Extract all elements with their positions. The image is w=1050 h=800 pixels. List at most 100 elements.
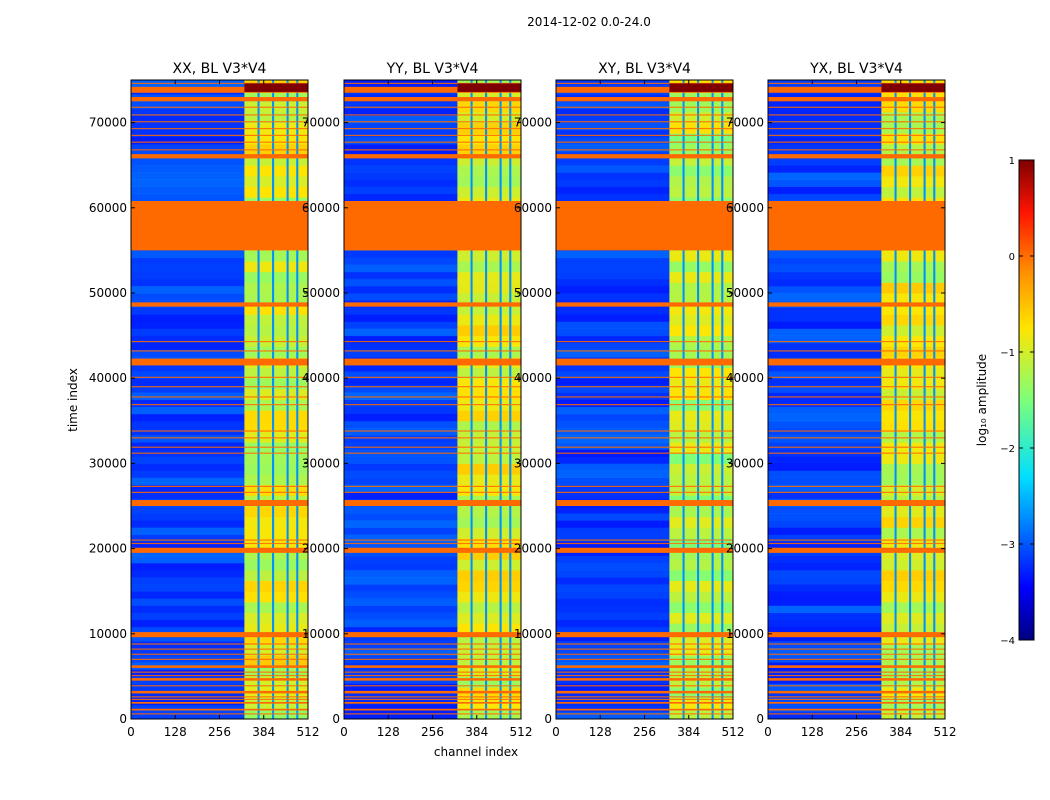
heatmap-noise-row [768,293,882,301]
flagged-line [768,685,945,687]
heatmap-noise-row [131,264,245,273]
flagged-band [131,547,308,553]
heatmap-bright-row [457,154,521,166]
heatmap-noise-row [768,186,882,195]
heatmap-noise-row [131,541,245,550]
heatmap-noise-row [768,683,882,692]
heatmap-bright-row [669,527,733,539]
heatmap-noise-row [556,193,670,202]
heatmap-noise-row [131,129,245,138]
panel-title: XX, BL V3*V4 [173,61,267,77]
heatmap-noise-row [131,165,245,173]
heatmap-noise-row [556,435,670,443]
heatmap-noise-row [556,711,670,720]
heatmap-bright-row [457,452,521,464]
flagged-line [556,396,733,398]
flagged-band [768,500,945,506]
heatmap-noise-row [768,364,882,372]
heatmap-bright-row [457,527,521,539]
heatmap-noise-row [344,172,458,180]
heatmap-noise-row [556,335,670,344]
heatmap-noise-row [556,172,670,180]
heatmap-bright-row [881,484,945,496]
heatmap-bright-row [244,133,308,145]
heatmap-noise-row [344,250,458,258]
flagged-line [131,485,308,488]
heatmap-bright-row [881,612,945,624]
heatmap-noise-row [556,328,670,337]
heatmap-channel-gap [272,80,275,719]
heatmap-bright-row [881,250,945,262]
colorbar-gradient [1018,159,1035,641]
heatmap-noise-row [768,349,882,358]
heatmap-bright-row [881,601,945,613]
colorbar-tick-label: −3 [1000,540,1015,551]
heatmap-noise-row [768,129,882,138]
flagged-line [131,698,308,701]
heatmap-noise-row [344,371,458,379]
heatmap-bright-row [457,474,521,486]
flagged-band [556,154,733,159]
flagged-band [131,86,308,93]
heatmap-noise-row [131,477,245,486]
heatmap-bright-row [244,676,308,688]
y-axis-label: time index [66,368,80,432]
heatmap-noise-row [344,640,458,649]
colorbar: 1 0 −1 −2 −3 −4 log₁₀ amplitude [975,156,1035,647]
heatmap-noise-row [556,143,670,152]
x-tick-label: 512 [722,725,745,739]
panel-title: XY, BL V3*V4 [598,61,691,77]
heatmap-noise-row [556,569,670,578]
flagged-line [344,446,521,448]
heatmap-noise-row [768,143,882,152]
heatmap-bright-row [244,506,308,518]
heatmap-noise-row [131,484,245,493]
heatmap-channel-gap [682,80,685,719]
flagged-line [344,648,521,650]
heatmap-noise-row [344,605,458,613]
heatmap-noise-row [556,640,670,649]
x-tick-label: 256 [845,725,868,739]
flagged-line [131,696,308,698]
heatmap-noise-row [131,307,245,315]
heatmap-bright-row [457,569,521,582]
flagged-line [556,340,733,343]
heatmap-noise-row [344,669,458,677]
y-tick-label: 40000 [514,371,552,385]
flagged-line [768,643,945,645]
y-tick-label: 30000 [302,456,340,470]
flagged-line [344,674,521,677]
heatmap-noise-row [131,456,245,464]
flagged-line [556,643,733,645]
flagged-line [768,430,945,432]
flagged-line [768,437,945,439]
heatmap-bright-row [669,506,733,518]
heatmap-noise-row [768,399,882,408]
flagged-line [768,340,945,343]
y-tick-label: 20000 [89,542,127,556]
flagged-band [344,97,521,102]
flagged-line [768,713,945,715]
heatmap-noise-row [131,413,245,422]
heatmap-noise-row [556,378,670,386]
heatmap-bright-row [244,314,308,326]
flagged-line [768,350,945,352]
flagged-line [768,149,945,151]
y-tick-label: 50000 [726,286,764,300]
heatmap-noise-row [131,392,245,400]
flagged-line [344,149,521,151]
heatmap-noise-row [556,293,670,301]
heatmap-noise-row [344,569,458,578]
x-tick-label: 0 [127,725,135,739]
heatmap-bright-row [457,90,521,102]
heatmap-noise-row [344,577,458,585]
y-tick-label: 40000 [89,371,127,385]
heatmap-noise-row [768,619,882,628]
heatmap-bright-row [244,527,308,539]
heatmap-bright-row [244,293,308,305]
flagged-band [344,678,521,681]
flagged-line [131,340,308,343]
heatmap-bright-row [244,378,308,390]
flagged-band [556,690,733,694]
flagged-line [556,121,733,123]
